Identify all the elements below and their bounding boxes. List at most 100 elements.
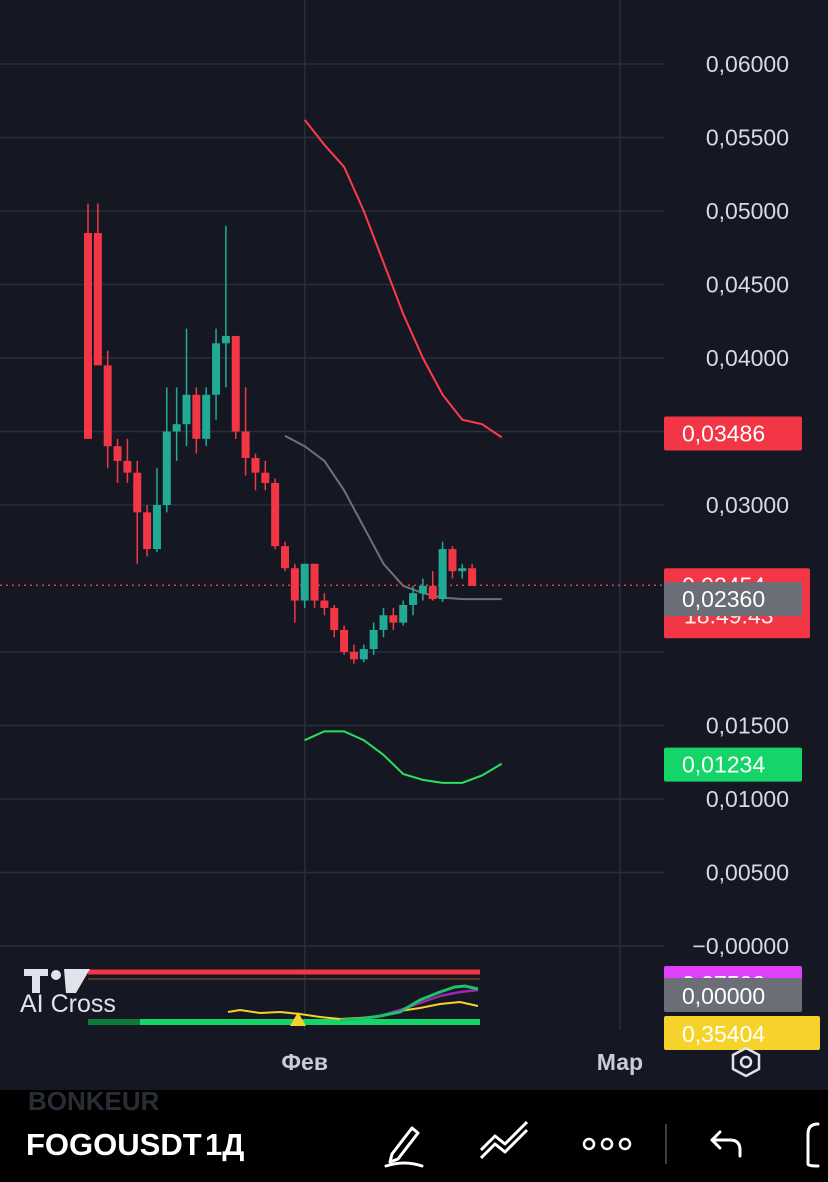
- more-dots-icon: [582, 1137, 632, 1151]
- price-badge-label: 0,03486: [682, 421, 765, 447]
- candle-body: [192, 394, 201, 439]
- undo-icon: [710, 1130, 742, 1158]
- trend-lines-button[interactable]: [476, 1118, 534, 1170]
- redo-icon: [806, 1122, 820, 1168]
- candle-body: [349, 652, 358, 660]
- candle-body: [369, 629, 378, 650]
- candle: [458, 563, 467, 579]
- moving-average-line: [284, 435, 502, 601]
- candle: [231, 335, 240, 439]
- candle: [379, 607, 388, 638]
- previous-symbol: BONKEUR: [28, 1086, 160, 1116]
- candle-body: [113, 446, 122, 461]
- candle-body: [143, 512, 152, 550]
- candle: [290, 563, 299, 623]
- candle: [192, 387, 201, 454]
- price-badge-label: 0,02360: [682, 586, 765, 612]
- candle: [123, 438, 132, 483]
- price-badge-bg: [664, 747, 802, 782]
- candle: [113, 438, 122, 483]
- price-badge-label: 0,01234: [682, 752, 765, 778]
- price-badge-bg: [664, 582, 802, 617]
- candle-body: [310, 563, 319, 601]
- candle: [93, 203, 102, 366]
- toolbar-divider: [664, 1118, 668, 1170]
- indicator-badge-bg: [664, 978, 802, 1012]
- y-tick-label: 0,04500: [706, 272, 789, 298]
- candle: [261, 460, 270, 491]
- x-axis-label: Мар: [597, 1049, 643, 1075]
- price-badge-bg: [664, 416, 802, 451]
- indicator-badge: 0,00000: [664, 978, 802, 1012]
- candle: [271, 478, 280, 550]
- more-options-button[interactable]: [580, 1118, 634, 1170]
- moving-average-line: [304, 730, 503, 784]
- candle-body: [123, 460, 132, 473]
- candle-body: [261, 472, 270, 483]
- indicator-badge-label: 0,35404: [682, 1021, 765, 1047]
- indicator-name[interactable]: AI Cross: [20, 990, 116, 1018]
- indicator-badge-label: 0,00000: [682, 983, 765, 1009]
- candle-body: [172, 424, 181, 432]
- candle: [103, 350, 112, 469]
- candle-body: [231, 335, 240, 432]
- indicator-badge-bg: [664, 1016, 820, 1050]
- candle-body: [84, 233, 92, 439]
- candle-body: [251, 457, 260, 473]
- undo-button[interactable]: [700, 1118, 752, 1170]
- candle-body: [468, 568, 477, 586]
- candle: [172, 387, 181, 461]
- trend-lines-icon: [479, 1120, 529, 1160]
- price-badge: 0,01234: [664, 747, 802, 782]
- price-chart[interactable]: 0,06000 0,05500 0,05000 0,04500 0,04000 0,030…: [0, 0, 828, 1090]
- timeframe-button[interactable]: 1Д: [205, 1127, 245, 1162]
- redo-button-partial[interactable]: [800, 1118, 828, 1170]
- candle: [438, 541, 447, 603]
- candle: [409, 585, 418, 616]
- symbol-button[interactable]: FOGOUSDT: [26, 1127, 202, 1162]
- candle: [389, 607, 398, 630]
- candle-body: [182, 394, 191, 425]
- candle-body: [389, 615, 398, 623]
- candle: [162, 387, 171, 513]
- settings-hexagon-icon[interactable]: [731, 1046, 761, 1078]
- signal-triangle-icon: [290, 1012, 306, 1026]
- candle-body: [330, 607, 339, 630]
- candle: [221, 225, 230, 388]
- candle-body: [409, 593, 418, 605]
- candle-body: [202, 394, 211, 439]
- candle-body: [281, 546, 289, 569]
- candle: [84, 203, 92, 439]
- price-badge: 0,03486: [664, 416, 802, 451]
- candle-body: [271, 482, 280, 547]
- candle: [399, 600, 408, 626]
- candle-body: [162, 431, 171, 505]
- pen-draw-button[interactable]: [376, 1118, 432, 1170]
- candle: [182, 328, 191, 447]
- candle: [359, 644, 368, 663]
- candle-body: [241, 431, 250, 458]
- candles: [84, 203, 477, 664]
- candle: [152, 468, 161, 553]
- tradingview-logo-icon: [24, 969, 90, 993]
- candle-body: [93, 233, 102, 366]
- candle-body: [379, 615, 388, 630]
- y-axis: 0,06000 0,05500 0,05000 0,04500 0,04000 0,030…: [692, 51, 789, 959]
- candle: [133, 460, 142, 564]
- y-tick-label: 0,03000: [706, 492, 789, 518]
- x-axis: Фев Мар: [281, 1049, 643, 1075]
- indicator-badge: 0,35404: [664, 1016, 820, 1050]
- candle-body: [290, 568, 299, 601]
- candle: [340, 625, 349, 655]
- candle-body: [152, 505, 161, 550]
- candle-body: [300, 563, 309, 601]
- candle-body: [212, 343, 221, 395]
- indicator-lines: [0, 119, 664, 784]
- y-tick-label: 0,06000: [706, 51, 789, 77]
- x-axis-label: Фев: [281, 1049, 328, 1075]
- y-tick-label: 0,01500: [706, 713, 789, 739]
- y-tick-label: 0,04000: [706, 345, 789, 371]
- candle: [251, 453, 260, 491]
